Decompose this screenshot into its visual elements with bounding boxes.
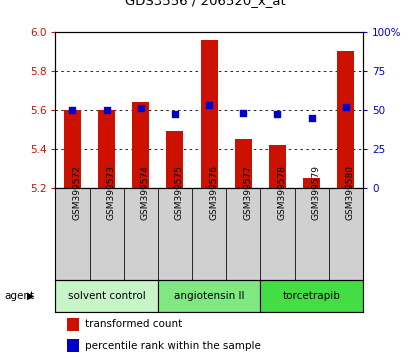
Bar <box>157 280 260 312</box>
Bar <box>124 188 157 280</box>
Point <box>171 112 178 117</box>
Text: GSM399574: GSM399574 <box>140 165 149 220</box>
Point <box>205 102 212 108</box>
Bar <box>260 188 294 280</box>
Bar <box>66 318 79 331</box>
Bar <box>98 110 115 188</box>
Bar <box>166 131 183 188</box>
Bar <box>226 188 260 280</box>
Point <box>239 110 246 116</box>
Point <box>274 112 280 117</box>
Bar <box>302 178 319 188</box>
Text: GSM399576: GSM399576 <box>209 165 218 220</box>
Text: GSM399575: GSM399575 <box>175 165 184 220</box>
Bar <box>268 145 285 188</box>
Bar <box>132 102 149 188</box>
Bar <box>234 139 251 188</box>
Bar <box>260 280 362 312</box>
Bar <box>64 110 81 188</box>
Point <box>137 105 144 111</box>
Bar <box>89 188 124 280</box>
Bar <box>336 51 353 188</box>
Text: GSM399573: GSM399573 <box>106 165 115 220</box>
Bar <box>66 339 79 352</box>
Text: percentile rank within the sample: percentile rank within the sample <box>85 341 260 350</box>
Text: angiotensin II: angiotensin II <box>173 291 244 301</box>
Text: GSM399578: GSM399578 <box>277 165 286 220</box>
Bar <box>55 188 89 280</box>
Point <box>308 115 314 120</box>
Text: torcetrapib: torcetrapib <box>282 291 340 301</box>
Text: GSM399577: GSM399577 <box>243 165 252 220</box>
Text: GSM399572: GSM399572 <box>72 165 81 220</box>
Text: ▶: ▶ <box>27 291 34 301</box>
Point <box>69 107 76 113</box>
Point <box>342 104 348 109</box>
Bar <box>200 40 217 188</box>
Bar <box>157 188 191 280</box>
Text: agent: agent <box>4 291 34 301</box>
Text: transformed count: transformed count <box>85 319 182 329</box>
Bar <box>191 188 226 280</box>
Text: solvent control: solvent control <box>67 291 145 301</box>
Bar <box>294 188 328 280</box>
Bar <box>328 188 362 280</box>
Text: GSM399580: GSM399580 <box>345 165 354 220</box>
Bar <box>55 280 157 312</box>
Text: GDS3556 / 206520_x_at: GDS3556 / 206520_x_at <box>124 0 285 7</box>
Point <box>103 107 110 113</box>
Text: GSM399579: GSM399579 <box>311 165 320 220</box>
